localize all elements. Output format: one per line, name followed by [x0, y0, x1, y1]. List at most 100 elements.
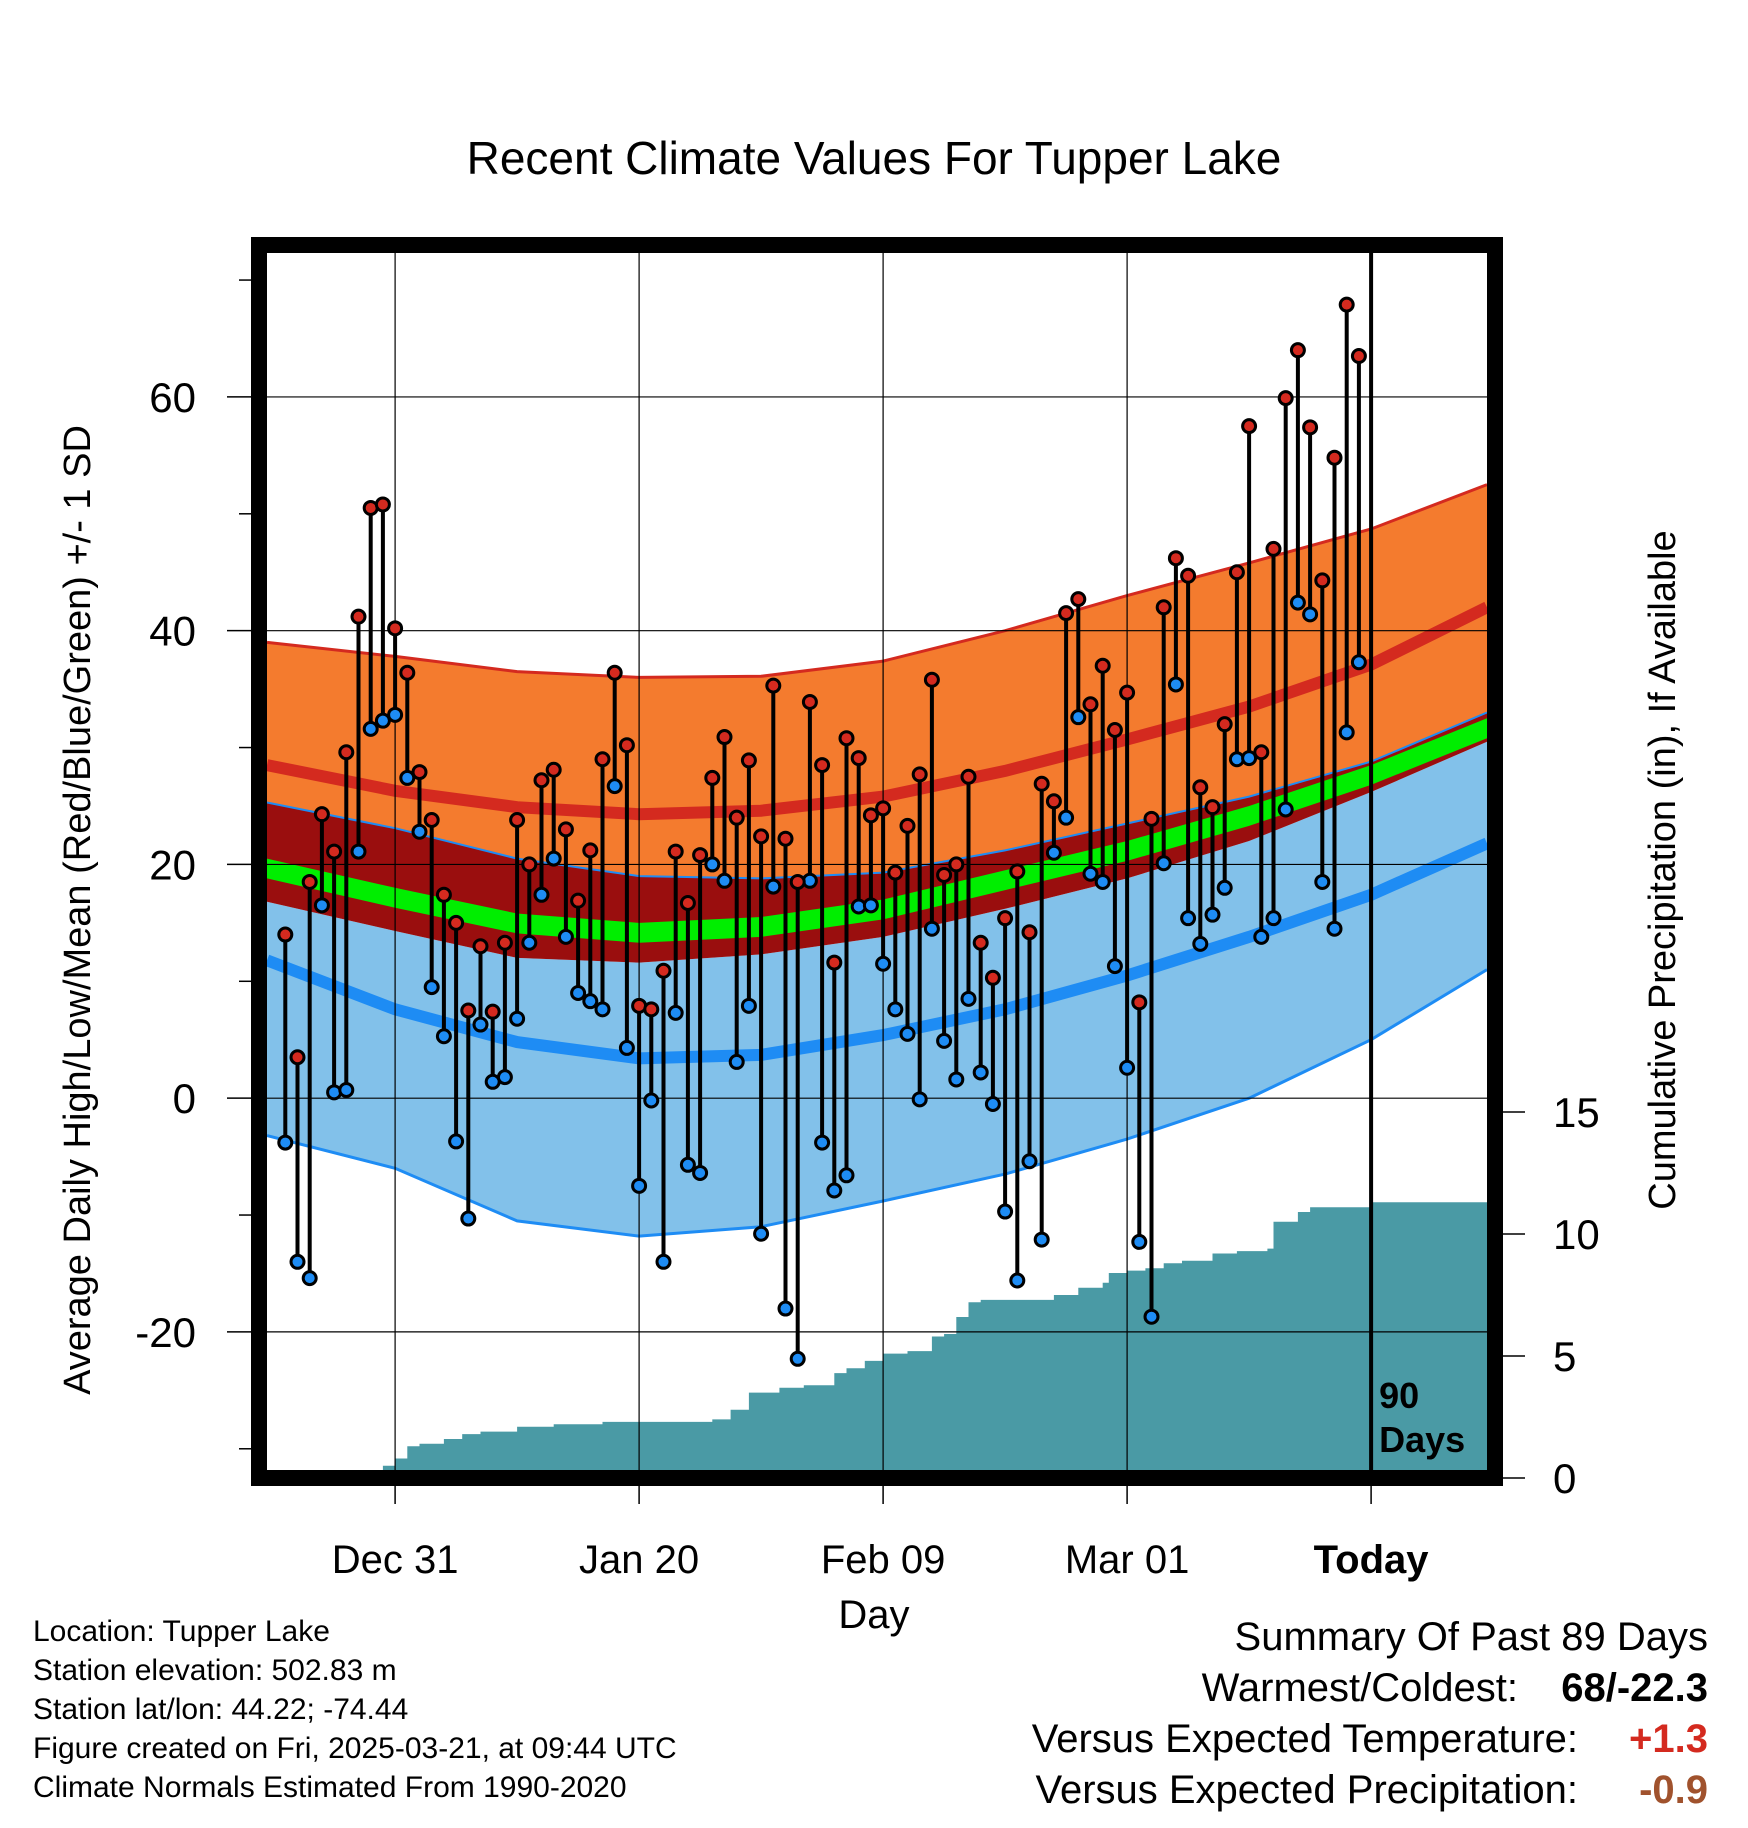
- low-temp-point: [1167, 676, 1184, 693]
- low-temp-point: [826, 1182, 843, 1199]
- high-temp-point: [472, 938, 489, 955]
- low-temp-point: [399, 769, 416, 786]
- temp-value: +1.3: [1629, 1717, 1708, 1761]
- high-temp-point: [936, 866, 953, 883]
- low-temp-point: [618, 1039, 635, 1056]
- low-temp-point: [1338, 724, 1355, 741]
- high-temp-point: [753, 828, 770, 845]
- high-temp-point: [814, 757, 831, 774]
- low-temp-point: [1009, 1272, 1026, 1289]
- low-temp-point: [838, 1167, 855, 1184]
- high-temp-point: [997, 910, 1014, 927]
- precip-row: Versus Expected Precipitation: -0.9: [1032, 1765, 1708, 1816]
- low-temp-point: [1289, 594, 1306, 611]
- high-temp-point: [1326, 449, 1343, 466]
- low-temp-point: [1106, 958, 1123, 975]
- low-temp-point: [887, 1001, 904, 1018]
- high-temp-point: [557, 821, 574, 838]
- y2-tick-label: 15: [1553, 1089, 1600, 1136]
- high-temp-point: [301, 873, 318, 890]
- today-days-number: 90: [1379, 1375, 1419, 1416]
- high-temp-point: [1033, 775, 1050, 792]
- high-temp-point: [1070, 591, 1087, 608]
- low-temp-point: [704, 856, 721, 873]
- summary-title: Summary Of Past 89 Days: [1234, 1615, 1708, 1659]
- high-temp-point: [1338, 296, 1355, 313]
- high-temp-point: [850, 750, 867, 767]
- station-info: Location: Tupper Lake Station elevation:…: [33, 1612, 677, 1807]
- high-temp-point: [350, 608, 367, 625]
- low-temp-point: [277, 1134, 294, 1151]
- precip-label: Versus Expected Precipitation:: [1035, 1768, 1578, 1812]
- high-sd-band: [267, 484, 1487, 879]
- low-temp-point: [899, 1025, 916, 1042]
- low-sd-band: [267, 741, 1487, 1237]
- high-temp-point: [704, 769, 721, 786]
- high-temp-point: [411, 764, 428, 781]
- low-temp-point: [509, 1010, 526, 1027]
- high-temp-point: [1167, 550, 1184, 567]
- low-temp-point: [435, 1028, 452, 1045]
- low-temp-point: [692, 1164, 709, 1181]
- high-temp-point: [740, 752, 757, 769]
- low-temp-point: [1180, 910, 1197, 927]
- low-temp-point: [411, 823, 428, 840]
- high-temp-point: [789, 873, 806, 890]
- low-temp-point: [533, 886, 550, 903]
- today-days-label: Days: [1379, 1419, 1465, 1460]
- low-temp-point: [948, 1071, 965, 1088]
- low-temp-point: [972, 1064, 989, 1081]
- high-temp-point: [521, 856, 538, 873]
- high-temp-point: [716, 729, 733, 746]
- high-temp-point: [862, 807, 879, 824]
- low-temp-point: [1314, 873, 1331, 890]
- low-temp-point: [643, 1092, 660, 1109]
- y2-axis-label: Cumulative Precipitation (in), If Availa…: [1642, 530, 1684, 1209]
- precip-value: -0.9: [1639, 1768, 1708, 1812]
- high-temp-point: [1253, 744, 1270, 761]
- high-temp-point: [387, 620, 404, 637]
- high-temp-point: [1009, 863, 1026, 880]
- low-temp-point: [923, 920, 940, 937]
- high-temp-point: [1289, 342, 1306, 359]
- low-temp-point: [1058, 809, 1075, 826]
- high-temp-point: [1265, 540, 1282, 557]
- high-temp-point: [399, 664, 416, 681]
- high-temp-point: [423, 812, 440, 829]
- low-temp-point: [350, 843, 367, 860]
- high-temp-point: [972, 934, 989, 951]
- high-temp-point: [460, 1002, 477, 1019]
- high-temp-point: [606, 664, 623, 681]
- low-temp-point: [1204, 906, 1221, 923]
- daily-range-bars: [277, 296, 1367, 1367]
- low-temp-point: [594, 1001, 611, 1018]
- low-temp-point: [960, 990, 977, 1007]
- low-temp-point: [1045, 844, 1062, 861]
- low-temp-point: [1082, 865, 1099, 882]
- high-temp-point: [1277, 390, 1294, 407]
- low-temp-point: [362, 720, 379, 737]
- low-temp-point: [984, 1096, 1001, 1113]
- low-temp-point: [1265, 910, 1282, 927]
- high-temp-point: [1082, 696, 1099, 713]
- high-temp-point: [594, 751, 611, 768]
- high-temp-point: [326, 843, 343, 860]
- high-temp-point: [777, 830, 794, 847]
- warm-cold-row: Warmest/Coldest: 68/-22.3: [1032, 1663, 1708, 1714]
- x-axis-label: Day: [838, 1593, 909, 1637]
- high-temp-point: [838, 730, 855, 747]
- high-temp-point: [960, 768, 977, 785]
- low-temp-point: [1350, 654, 1367, 671]
- low-temp-point: [387, 706, 404, 723]
- x-tick-label: Mar 01: [1065, 1538, 1190, 1582]
- high-temp-point: [313, 806, 330, 823]
- low-temp-point: [814, 1134, 831, 1151]
- low-temp-point: [1143, 1308, 1160, 1325]
- y-tick-label: 20: [149, 841, 196, 888]
- latlon-text: Station lat/lon: 44.22; -74.44: [33, 1693, 409, 1726]
- x-tick-label: Feb 09: [821, 1538, 946, 1582]
- plot-frame: [251, 237, 1503, 1486]
- high-temp-point: [643, 1001, 660, 1018]
- x-tick-label: Jan 20: [579, 1538, 699, 1582]
- low-temp-point: [557, 928, 574, 945]
